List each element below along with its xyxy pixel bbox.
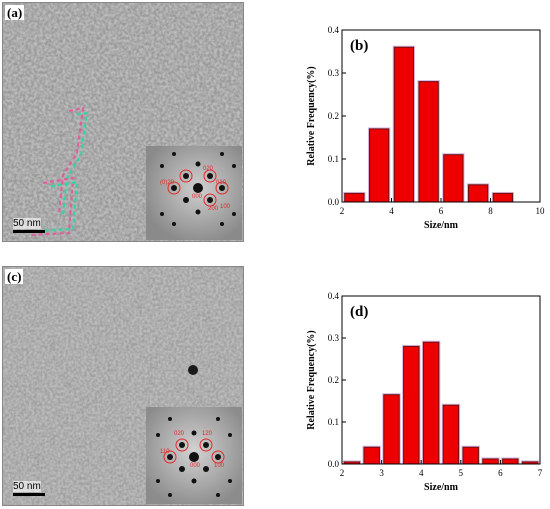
- saed-label: 020: [203, 166, 214, 172]
- y-axis-label: Relative Frequency(%): [306, 330, 317, 430]
- y-tick-label: 0.4: [328, 291, 340, 301]
- y-tick-label: 0.2: [328, 111, 339, 121]
- y-tick-label: 0.1: [328, 417, 339, 427]
- y-axis-label: Relative Frequency(%): [306, 66, 317, 166]
- saed-label: 000: [192, 194, 203, 200]
- saed-label: (0)20: [160, 180, 175, 186]
- y-tick-label: 0.2: [328, 375, 339, 385]
- histogram-bar: [418, 81, 439, 203]
- histogram-bar: [363, 446, 380, 465]
- saed-label: 010: [216, 180, 227, 186]
- histogram-bar: [462, 446, 479, 465]
- histogram-bar: [467, 184, 489, 203]
- y-tick-label: 0.1: [328, 154, 339, 164]
- scale-bar-label-a: 50 nm: [13, 218, 41, 229]
- saed-inset-c: 020 120 110 000 100: [146, 407, 242, 504]
- saed-label: 200: [208, 206, 219, 212]
- histogram-bar: [443, 154, 464, 203]
- saed-label: 000: [190, 463, 201, 469]
- panel-tag-a: (a): [5, 5, 25, 20]
- plot-frame: [341, 295, 541, 465]
- y-tick-label: 0.0: [328, 197, 340, 207]
- y-tick-label: 0.4: [328, 25, 340, 35]
- saed-label: 100: [214, 463, 225, 469]
- saed-label: 100: [220, 204, 231, 210]
- histogram-bar: [383, 394, 400, 465]
- x-axis-label: Size/nm: [424, 220, 459, 231]
- x-tick-label: 3: [379, 468, 384, 478]
- y-tick-label: 0.3: [328, 333, 340, 343]
- dashed-annotation: [30, 106, 89, 236]
- histogram-bar: [344, 192, 365, 203]
- scale-bar-c: [13, 493, 45, 496]
- panel-tag-c: (c): [5, 269, 24, 284]
- y-tick-label: 0.0: [328, 459, 340, 469]
- x-axis-label: Size/nm: [424, 482, 459, 493]
- histogram-b-svg: 2 4 6 8 10 0.0 0.1 0.2 0.3 0.4 Size/nm Relative Fre…: [306, 25, 546, 231]
- x-tick-label: 6: [439, 206, 444, 216]
- x-tick-label: 8: [488, 206, 493, 216]
- tem-image-c: (c) 50 nm: [2, 266, 244, 506]
- histogram-bar: [502, 458, 519, 465]
- x-tick-label: 2: [340, 468, 345, 478]
- histogram-d: 2 3 4 5 6 7 0.0 0.1 0.2 0.3 0.4 Size/nm Relative Fre…: [300, 278, 548, 504]
- saed-label: 020: [174, 431, 185, 437]
- saed-inset-a: 020 (0)20 000 010 200 100: [146, 146, 242, 240]
- histogram-bar: [482, 458, 499, 465]
- x-tick-label: 6: [498, 468, 503, 478]
- y-tick-label: 0.3: [328, 68, 340, 78]
- histogram-b: 2 4 6 8 10 0.0 0.1 0.2 0.3 0.4 Size/nm Relative Fre…: [300, 10, 548, 244]
- panel-tag: (d): [350, 304, 368, 320]
- scale-bar-a: [13, 230, 45, 233]
- histogram-bar: [393, 46, 415, 203]
- x-tick-label: 2: [340, 206, 345, 216]
- histogram-bar: [403, 345, 420, 465]
- histogram-d-svg: 2 3 4 5 6 7 0.0 0.1 0.2 0.3 0.4 Size/nm Relative Fre…: [306, 291, 543, 493]
- panel-tag: (b): [350, 38, 368, 54]
- histogram-bar: [492, 192, 514, 203]
- x-tick-label: 7: [538, 468, 543, 478]
- x-tick-label: 4: [419, 468, 424, 478]
- histogram-bar: [442, 404, 460, 465]
- x-tick-label: 10: [536, 206, 546, 216]
- x-tick-label: 5: [459, 468, 464, 478]
- saed-label: 110: [160, 449, 170, 455]
- saed-label: 120: [202, 431, 213, 437]
- tem-image-a: (a) 50 nm: [2, 2, 244, 242]
- histogram-bar: [368, 128, 390, 203]
- scale-bar-label-c: 50 nm: [13, 481, 41, 492]
- x-tick-label: 4: [389, 206, 394, 216]
- histogram-bar: [422, 341, 440, 465]
